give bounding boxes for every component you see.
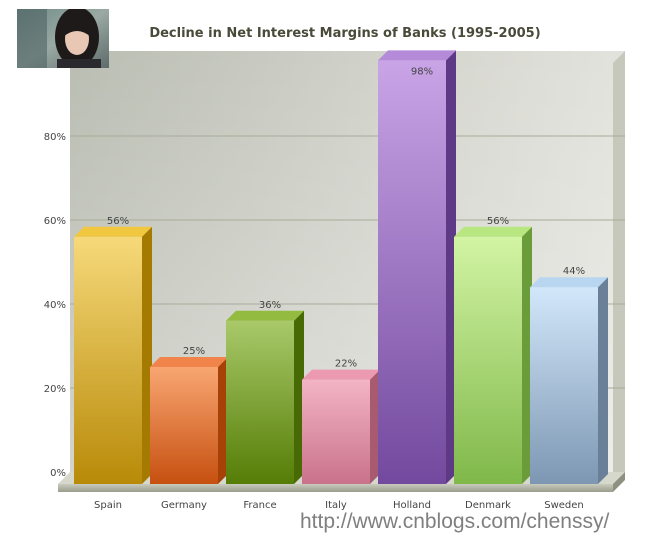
- bar-side: [218, 357, 228, 484]
- bar-italy: [302, 369, 380, 484]
- bar-top: [150, 357, 228, 367]
- bar-top: [530, 277, 608, 288]
- bar-side: [598, 277, 608, 484]
- bar-front: [74, 236, 142, 484]
- bar-front: [454, 236, 522, 484]
- value-label: 25%: [183, 346, 205, 357]
- value-label: 36%: [259, 300, 281, 311]
- value-label: 98%: [411, 66, 433, 77]
- value-label: 44%: [563, 266, 585, 277]
- bar-front: [378, 60, 446, 485]
- bar-front: [150, 367, 218, 484]
- y-tick-label: 60%: [44, 216, 66, 227]
- plot-base-front: [58, 484, 613, 492]
- x-category-label: France: [243, 500, 276, 511]
- bar-denmark: [454, 226, 532, 485]
- y-tick-label: 0%: [50, 468, 66, 479]
- bar-side: [522, 226, 532, 485]
- bar-germany: [150, 357, 228, 484]
- bar-top: [226, 310, 304, 321]
- x-category-label: Spain: [94, 500, 122, 511]
- y-tick-label: 80%: [44, 132, 66, 143]
- bar-top: [454, 226, 532, 237]
- bar-spain: [74, 226, 152, 485]
- profile-photo: [17, 9, 109, 68]
- bar-top: [74, 226, 152, 237]
- y-tick-label: 40%: [44, 300, 66, 311]
- chart-title: Decline in Net Interest Margins of Banks…: [149, 26, 540, 41]
- bar-france: [226, 310, 304, 484]
- y-tick-label: 20%: [44, 384, 66, 395]
- value-label: 22%: [335, 359, 357, 370]
- plot-right-wall: [613, 51, 625, 484]
- x-category-label: Holland: [393, 500, 431, 511]
- bar-sweden: [530, 277, 608, 484]
- x-category-label: Italy: [325, 500, 347, 511]
- bar-side: [142, 226, 152, 485]
- bar-front: [226, 320, 294, 484]
- value-label: 56%: [107, 216, 129, 227]
- x-category-label: Germany: [161, 500, 207, 511]
- watermark-url: http://www.cnblogs.com/chenssy/: [300, 510, 610, 533]
- bar-top: [378, 50, 456, 61]
- bar-front: [302, 379, 370, 484]
- bar-side: [446, 50, 456, 485]
- bar-front: [530, 287, 598, 484]
- x-category-label: Denmark: [465, 500, 511, 511]
- bar-holland: [378, 50, 456, 485]
- plot-base-side: [613, 472, 625, 492]
- bar-side: [294, 310, 304, 484]
- value-label: 56%: [487, 216, 509, 227]
- x-category-label: Sweden: [544, 500, 584, 511]
- bar-top: [302, 369, 380, 380]
- bar-side: [370, 369, 380, 484]
